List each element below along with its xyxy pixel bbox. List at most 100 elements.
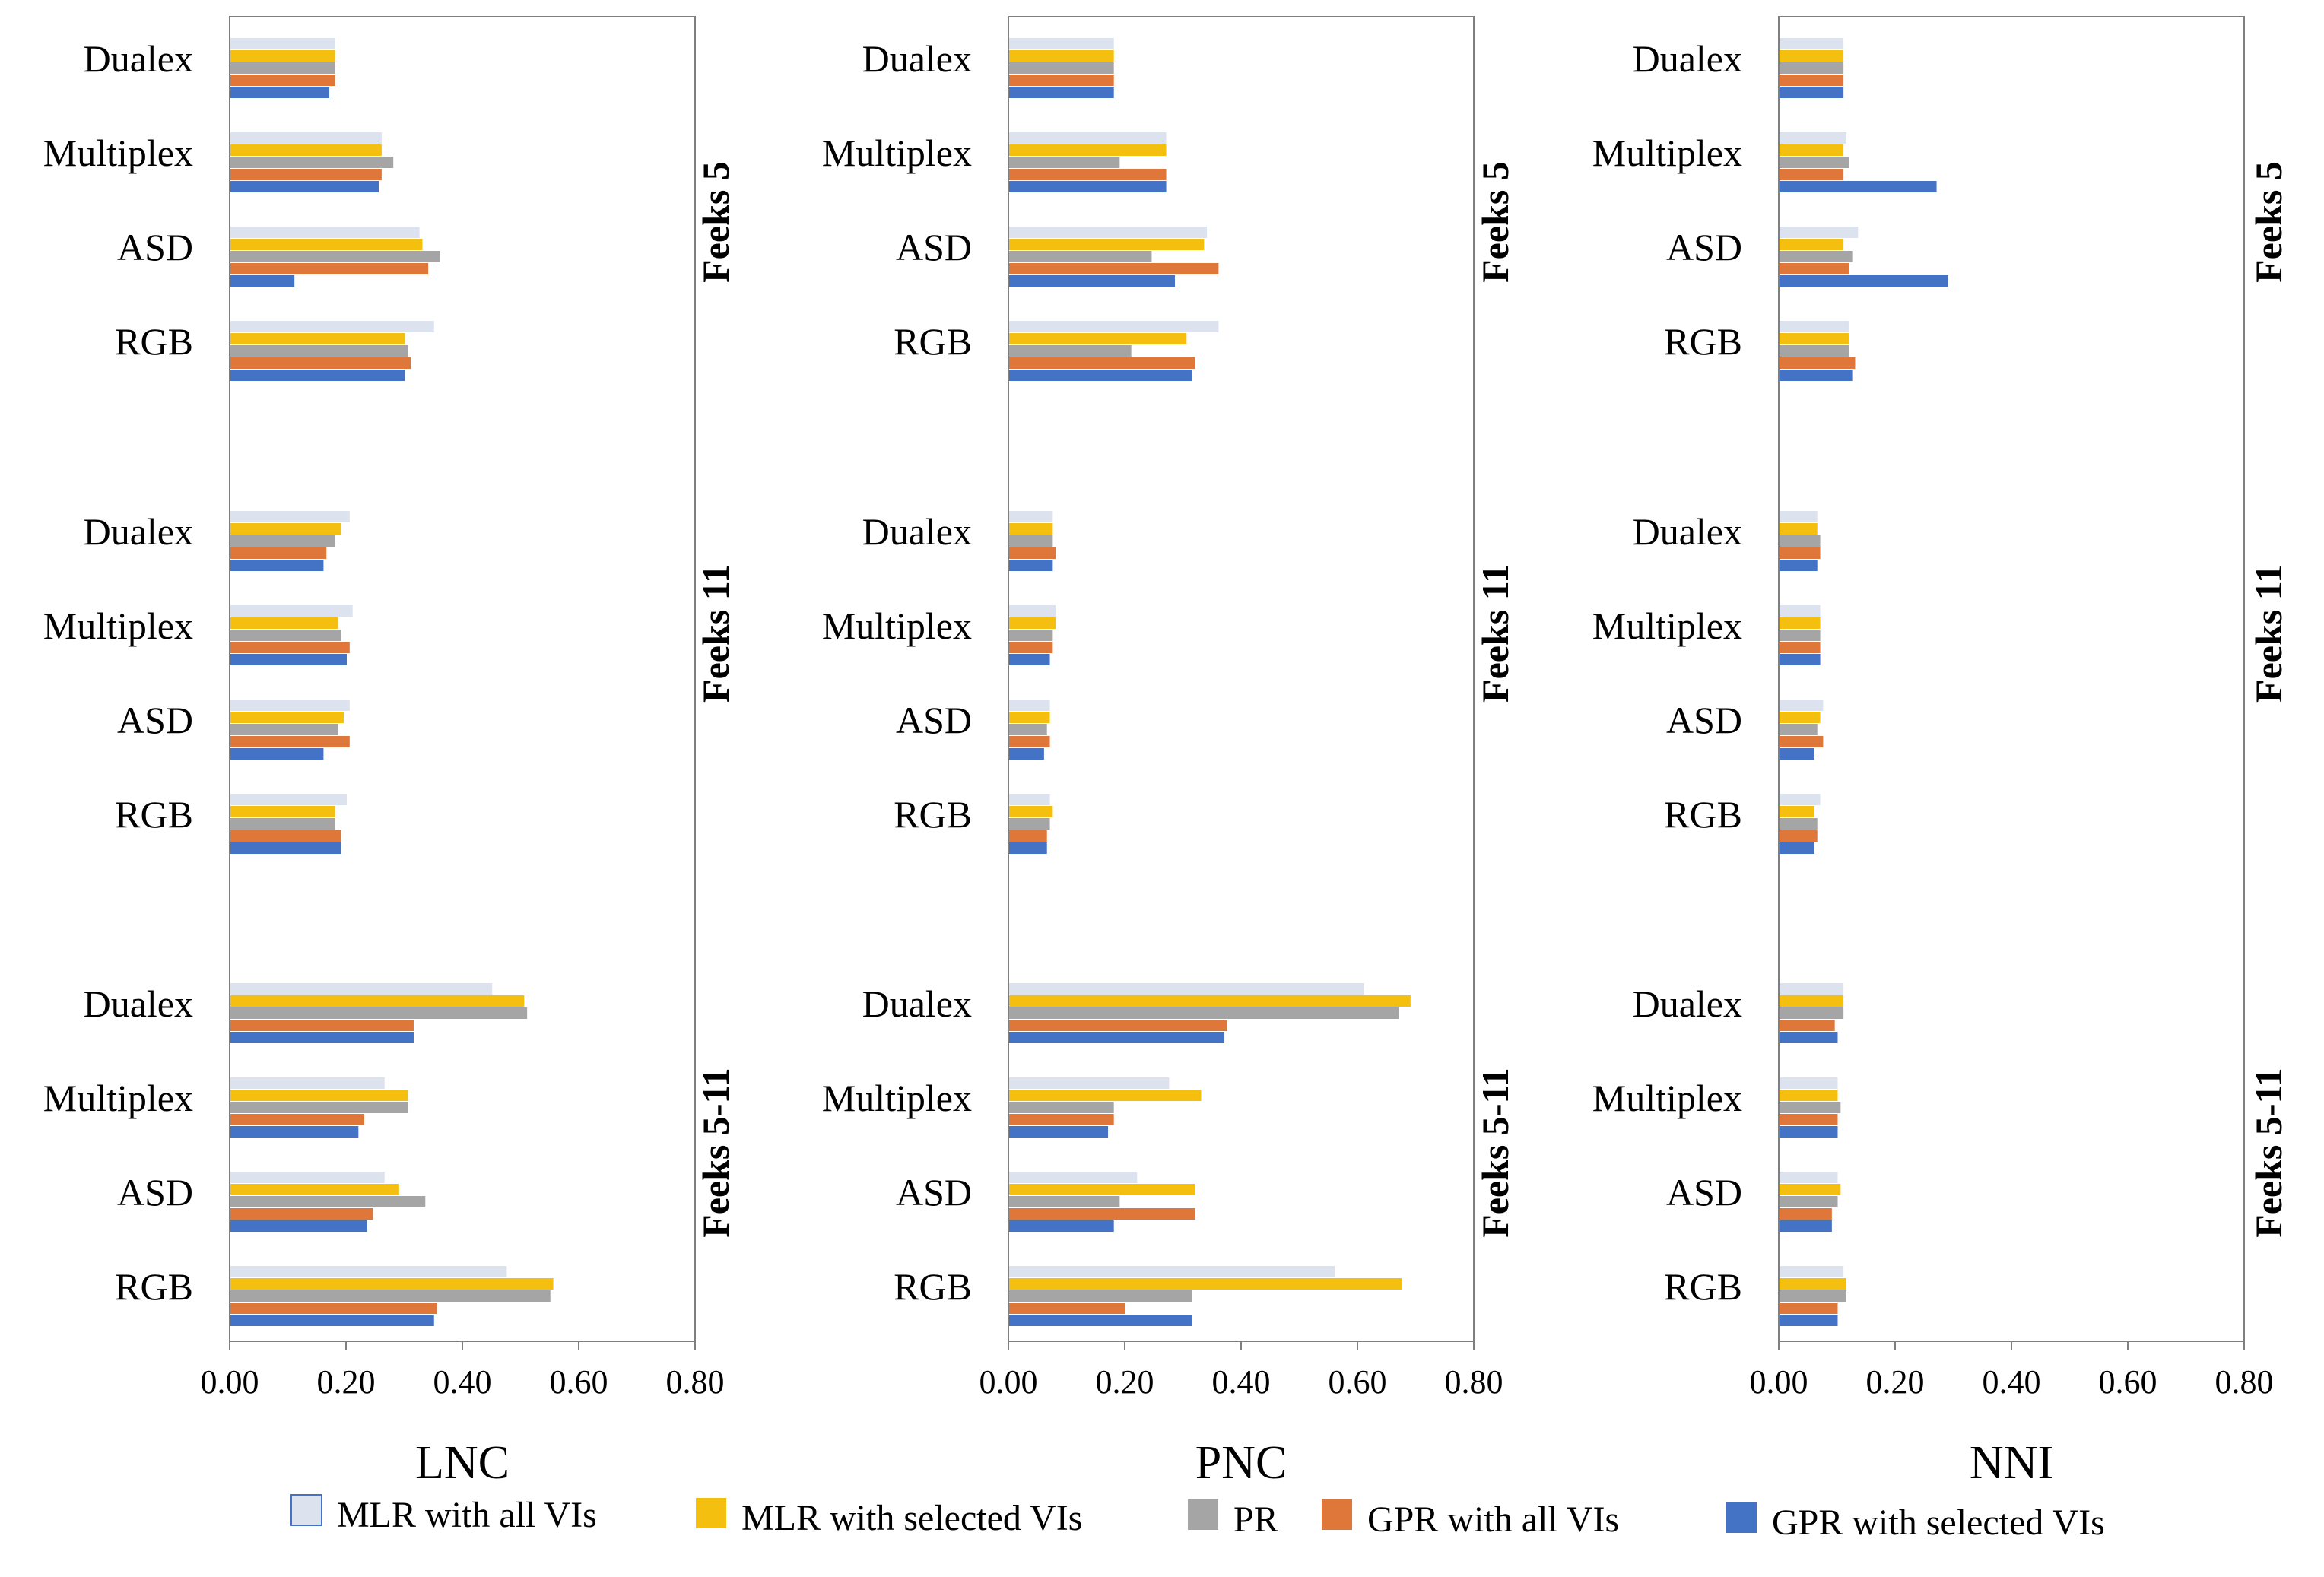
bar-pnc-g2-rgb-s0 — [1009, 1266, 1335, 1277]
x-tick-label: 0.40 — [1983, 1363, 2041, 1401]
bar-pnc-g2-rgb-s2 — [1009, 1290, 1192, 1302]
bar-pnc-g2-dualex-s1 — [1009, 995, 1411, 1007]
bar-lnc-g0-rgb-s0 — [230, 321, 434, 332]
bar-pnc-g1-rgb-s0 — [1009, 794, 1050, 805]
sensor-label: RGB — [894, 320, 972, 363]
bar-pnc-g1-rgb-s4 — [1009, 842, 1047, 854]
bar-pnc-g0-rgb-s3 — [1009, 357, 1195, 369]
legend-swatch-4 — [1726, 1502, 1757, 1533]
plot-frame — [1008, 16, 1475, 1342]
bar-pnc-g1-multiplex-s1 — [1009, 617, 1056, 629]
bar-lnc-g2-dualex-s3 — [230, 1020, 414, 1031]
x-tick-label: 0.00 — [201, 1363, 259, 1401]
bar-nni-g1-rgb-s3 — [1780, 830, 1818, 842]
bar-lnc-g1-rgb-s0 — [230, 794, 347, 805]
bar-nni-g1-dualex-s3 — [1780, 547, 1821, 559]
bar-pnc-g1-dualex-s4 — [1009, 560, 1053, 571]
sensor-label: ASD — [117, 226, 193, 268]
bar-pnc-g0-asd-s4 — [1009, 275, 1176, 287]
bar-lnc-g0-rgb-s3 — [230, 357, 411, 369]
bar-lnc-g2-multiplex-s4 — [230, 1126, 359, 1138]
bar-nni-g2-asd-s3 — [1780, 1208, 1832, 1220]
sensor-label: ASD — [896, 1171, 972, 1214]
bar-lnc-g2-dualex-s2 — [230, 1007, 528, 1019]
bar-nni-g2-asd-s1 — [1780, 1184, 1841, 1195]
bar-pnc-g0-asd-s2 — [1009, 251, 1152, 262]
bar-lnc-g0-multiplex-s0 — [230, 132, 382, 144]
bar-nni-g0-multiplex-s3 — [1780, 169, 1844, 180]
x-tick-label: 0.20 — [317, 1363, 376, 1401]
sensor-label: RGB — [1664, 793, 1742, 836]
bar-lnc-g2-rgb-s2 — [230, 1290, 551, 1302]
bar-pnc-g1-dualex-s3 — [1009, 547, 1056, 559]
sensor-label: RGB — [115, 320, 193, 363]
bar-nni-g0-asd-s3 — [1780, 263, 1849, 274]
bar-nni-g0-rgb-s1 — [1780, 333, 1849, 344]
bar-pnc-g0-dualex-s1 — [1009, 50, 1114, 62]
bar-nni-g2-multiplex-s3 — [1780, 1114, 1838, 1125]
bar-pnc-g0-dualex-s0 — [1009, 38, 1114, 49]
bar-lnc-g2-dualex-s4 — [230, 1032, 414, 1043]
sensor-label: Dualex — [1633, 510, 1742, 553]
bar-pnc-g1-asd-s4 — [1009, 748, 1044, 760]
legend-label-2: PR — [1233, 1499, 1278, 1540]
bar-lnc-g2-asd-s0 — [230, 1172, 385, 1183]
bar-lnc-g1-asd-s0 — [230, 700, 350, 711]
bar-pnc-g2-multiplex-s4 — [1009, 1126, 1109, 1138]
bar-nni-g1-multiplex-s2 — [1780, 630, 1821, 641]
bar-lnc-g0-rgb-s1 — [230, 333, 405, 344]
bar-pnc-g0-rgb-s2 — [1009, 345, 1132, 357]
sensor-label: Dualex — [84, 982, 193, 1025]
group-label: Feeks 11 — [694, 564, 737, 703]
panel-nni: 0.00 0.20 0.40 0.60 0.80 NNI Dualex Multiplex AS… — [1592, 16, 2290, 1489]
bar-pnc-g2-asd-s3 — [1009, 1208, 1195, 1220]
bar-lnc-g0-dualex-s1 — [230, 50, 335, 62]
bar-nni-g2-rgb-s0 — [1780, 1266, 1844, 1277]
bar-lnc-g0-asd-s0 — [230, 227, 420, 238]
legend-label-4: GPR with selected VIs — [1772, 1502, 2105, 1543]
sensor-label: ASD — [896, 226, 972, 268]
bar-lnc-g2-asd-s4 — [230, 1220, 367, 1232]
bar-lnc-g0-multiplex-s2 — [230, 157, 394, 168]
plot-frame — [229, 16, 696, 1342]
bar-lnc-g0-multiplex-s4 — [230, 181, 379, 192]
bar-nni-g1-dualex-s1 — [1780, 523, 1818, 535]
sensor-label: Dualex — [862, 37, 972, 80]
x-tick-label: 0.00 — [979, 1363, 1038, 1401]
bar-lnc-g1-dualex-s0 — [230, 511, 350, 522]
bar-lnc-g1-multiplex-s0 — [230, 605, 353, 617]
bar-lnc-g2-asd-s3 — [230, 1208, 373, 1220]
bar-pnc-g0-asd-s0 — [1009, 227, 1208, 238]
bar-lnc-g1-asd-s4 — [230, 748, 324, 760]
bar-pnc-g1-asd-s2 — [1009, 724, 1047, 735]
bar-lnc-g1-dualex-s2 — [230, 535, 335, 547]
bar-nni-g1-dualex-s4 — [1780, 560, 1818, 571]
sensor-label: ASD — [117, 1171, 193, 1214]
bar-pnc-g0-multiplex-s0 — [1009, 132, 1167, 144]
bar-lnc-g2-asd-s1 — [230, 1184, 399, 1195]
bar-pnc-g1-multiplex-s0 — [1009, 605, 1056, 617]
bar-pnc-g2-rgb-s4 — [1009, 1315, 1192, 1326]
bar-lnc-g2-asd-s2 — [230, 1196, 426, 1207]
bar-nni-g2-multiplex-s4 — [1780, 1126, 1838, 1138]
legend-swatch-1 — [696, 1498, 726, 1528]
bar-pnc-g1-rgb-s2 — [1009, 818, 1050, 830]
bar-nni-g1-rgb-s0 — [1780, 794, 1821, 805]
x-tick-label: 0.00 — [1750, 1363, 1808, 1401]
group-label: Feeks 11 — [2247, 564, 2290, 703]
bar-nni-g2-dualex-s3 — [1780, 1020, 1835, 1031]
sensor-label: RGB — [1664, 320, 1742, 363]
bar-lnc-g0-dualex-s4 — [230, 87, 330, 98]
bar-nni-g2-rgb-s3 — [1780, 1303, 1838, 1314]
x-tick-label: 0.80 — [2215, 1363, 2274, 1401]
bar-lnc-g1-rgb-s4 — [230, 842, 341, 854]
bar-nni-g2-multiplex-s1 — [1780, 1090, 1838, 1101]
legend-label-3: GPR with all VIs — [1367, 1499, 1619, 1540]
bar-pnc-g0-dualex-s3 — [1009, 75, 1114, 86]
bar-nni-g0-asd-s1 — [1780, 239, 1844, 250]
bar-nni-g1-asd-s0 — [1780, 700, 1824, 711]
group-label: Feeks 5 — [2247, 161, 2290, 283]
bar-pnc-g1-dualex-s2 — [1009, 535, 1053, 547]
bar-lnc-g1-asd-s3 — [230, 736, 350, 747]
bar-lnc-g0-dualex-s3 — [230, 75, 335, 86]
